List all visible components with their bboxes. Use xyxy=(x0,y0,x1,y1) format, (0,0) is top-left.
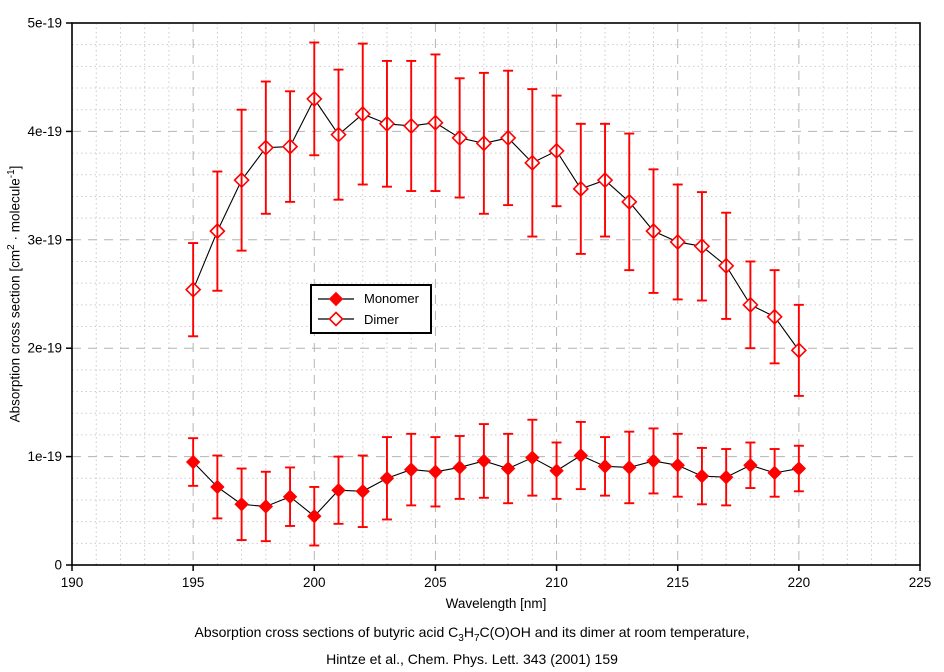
error-bars xyxy=(188,41,804,397)
legend-label-dimer: Dimer xyxy=(364,311,399,327)
axis-ticks: 190 195 200 205 210 215 220 225 0 1e-19 2e-19 3e-19… xyxy=(27,16,931,591)
series-dimer xyxy=(185,41,807,397)
x-tick-label: 195 xyxy=(182,575,205,590)
legend: Monomer Dimer xyxy=(310,284,432,334)
legend-label-monomer: Monomer xyxy=(364,291,419,307)
x-tick-label: 225 xyxy=(909,575,932,590)
grid-major xyxy=(72,23,920,565)
series-monomer xyxy=(185,418,807,547)
plot-frame xyxy=(71,22,921,566)
y-tick-label: 4e-19 xyxy=(27,124,62,139)
error-bars xyxy=(188,418,804,547)
x-tick-label: 205 xyxy=(424,575,447,590)
legend-item-monomer: Monomer xyxy=(312,291,430,307)
legend-item-dimer: Dimer xyxy=(312,311,430,327)
caption: Absorption cross sections of butyric aci… xyxy=(0,622,944,669)
y-axis-title: Absorption cross section [cm2 · molecule… xyxy=(5,165,23,423)
x-axis-title: Wavelength [nm] xyxy=(445,596,547,611)
y-tick-label: 3e-19 xyxy=(27,232,62,247)
x-tick-label: 210 xyxy=(545,575,568,590)
y-tick-label: 2e-19 xyxy=(27,341,62,356)
monomer-marker-icon xyxy=(318,291,354,306)
y-tick-label: 0 xyxy=(54,558,62,573)
caption-line-1: Absorption cross sections of butyric aci… xyxy=(194,624,750,644)
y-tick-label: 1e-19 xyxy=(27,449,62,464)
y-tick-label: 5e-19 xyxy=(27,16,62,31)
series-line xyxy=(192,454,799,517)
x-tick-label: 220 xyxy=(788,575,811,590)
caption-line-2: Hintze et al., Chem. Phys. Lett. 343 (20… xyxy=(326,650,618,667)
x-tick-label: 215 xyxy=(666,575,689,590)
x-tick-label: 200 xyxy=(303,575,326,590)
grid-minor xyxy=(72,23,920,565)
absorption-chart: 190 195 200 205 210 215 220 225 0 1e-19 2e-19 3e-19… xyxy=(27,16,931,591)
dimer-marker-icon xyxy=(318,311,354,327)
series-line xyxy=(192,97,800,351)
x-tick-label: 190 xyxy=(61,575,84,590)
